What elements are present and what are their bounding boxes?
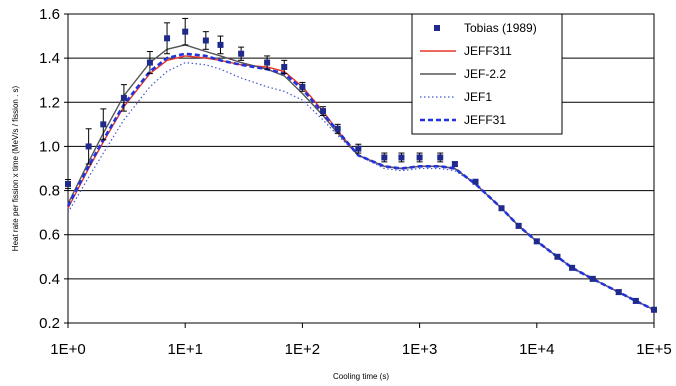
data-point	[472, 178, 479, 185]
y-tick-label: 0.4	[39, 271, 60, 288]
series-line	[67, 44, 655, 311]
y-tick-label: 1.0	[39, 138, 60, 155]
data-point	[355, 145, 362, 152]
data-point	[632, 297, 639, 304]
y-tick-label: 0.2	[39, 315, 60, 332]
series-lines	[66, 44, 655, 311]
data-point	[398, 154, 405, 161]
series-line	[67, 55, 655, 311]
data-point	[202, 37, 209, 44]
data-point	[320, 108, 327, 115]
data-point	[238, 50, 245, 57]
plot-area-frame	[67, 13, 655, 324]
x-axis-label: Cooling time (s)	[333, 372, 389, 381]
series-line	[66, 52, 655, 311]
data-point	[554, 253, 561, 260]
x-tick-label: 1E+3	[402, 341, 437, 358]
data-point	[589, 275, 596, 282]
data-point	[217, 41, 224, 48]
data-point	[182, 28, 189, 35]
experimental-points	[65, 17, 657, 313]
data-point	[381, 154, 388, 161]
x-tick-label: 1E+1	[167, 341, 202, 358]
y-tick-label: 1.2	[39, 94, 60, 111]
data-point	[264, 59, 271, 66]
legend-label: JEFF31	[464, 113, 506, 127]
data-point	[164, 35, 171, 42]
data-point	[498, 205, 505, 212]
y-tick-label: 1.4	[39, 50, 60, 67]
series-line	[67, 61, 655, 311]
data-point	[281, 63, 288, 70]
data-point	[120, 94, 127, 101]
legend-label: Tobias (1989)	[464, 21, 537, 35]
y-tick-label: 0.8	[39, 183, 60, 200]
y-axis-ticks: 0.2 0.4 0.6 0.8 1.0 1.2 1.4 1.6	[39, 6, 68, 332]
legend-label: JEF1	[464, 90, 492, 104]
data-point	[651, 306, 657, 313]
legend-label: JEFF311	[464, 44, 512, 58]
x-axis-ticks: 1E+0 1E+1 1E+2 1E+3 1E+4 1E+5	[50, 323, 672, 358]
legend: Tobias (1989) JEFF311 JEF-2.2 JEF1 JEFF31	[411, 13, 563, 135]
y-tick-label: 1.6	[39, 6, 60, 23]
x-tick-label: 1E+0	[50, 341, 85, 358]
data-point	[65, 180, 71, 187]
data-point	[416, 154, 423, 161]
data-point	[515, 222, 522, 229]
data-point	[615, 289, 622, 296]
data-point	[334, 125, 341, 132]
data-point	[85, 143, 92, 150]
data-point	[146, 59, 153, 66]
x-tick-label: 1E+4	[519, 341, 554, 358]
grid-lines	[68, 13, 654, 324]
y-tick-label: 0.6	[39, 227, 60, 244]
data-point	[100, 121, 107, 128]
legend-label: JEF-2.2	[464, 67, 506, 81]
data-point	[569, 264, 576, 271]
x-tick-label: 1E+2	[285, 341, 320, 358]
x-tick-label: 1E+5	[636, 341, 671, 358]
data-point	[533, 238, 540, 245]
data-point	[299, 83, 306, 90]
legend-marker	[434, 25, 440, 31]
data-point	[451, 161, 458, 168]
y-axis-label: Heat rate per fission x time (MeV/s / fi…	[11, 85, 20, 251]
data-point	[437, 154, 444, 161]
